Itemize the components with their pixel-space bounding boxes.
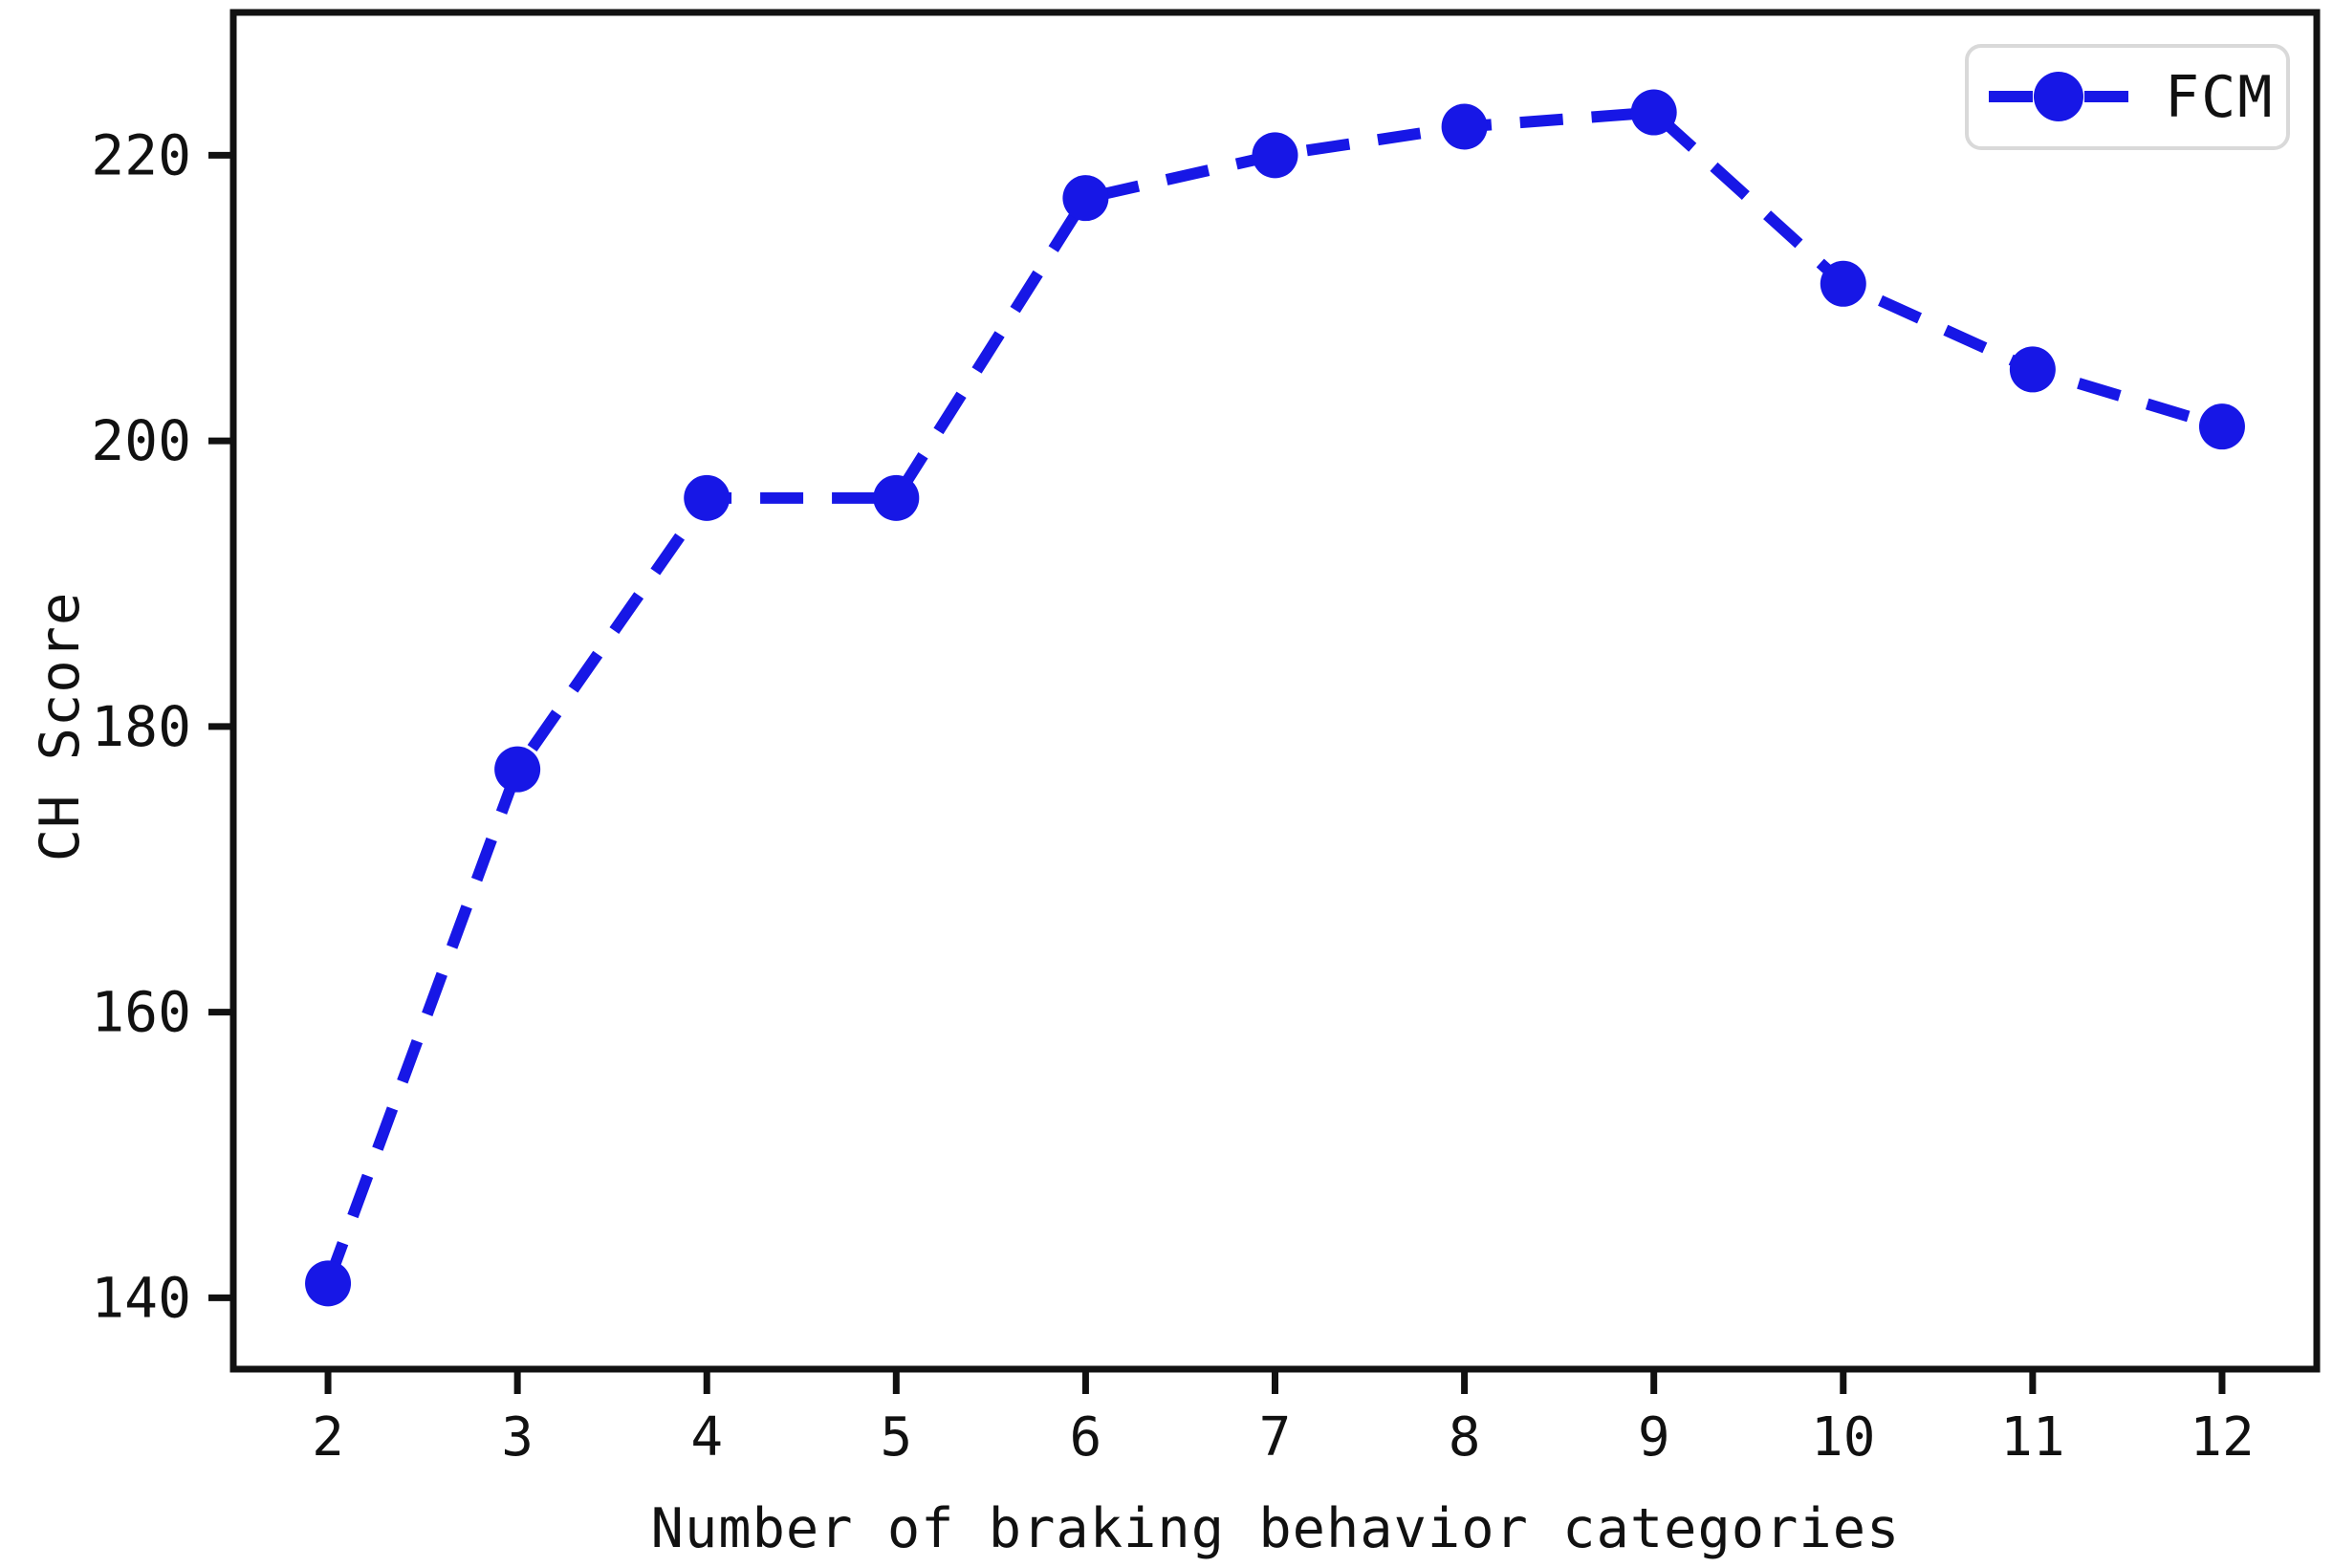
data-point-marker bbox=[305, 1260, 352, 1307]
plot-area-border bbox=[229, 9, 2321, 1373]
y-tick-label: 220 bbox=[91, 122, 191, 187]
y-tick-label: 180 bbox=[91, 694, 191, 759]
data-point-marker bbox=[1441, 103, 1488, 150]
x-axis: 2 3 4 5 6 7 8 9 10 11 12 bbox=[312, 1369, 2255, 1469]
y-axis-label: CH Score bbox=[29, 592, 92, 862]
x-tick-label: 8 bbox=[1449, 1406, 1481, 1469]
data-point-marker bbox=[2009, 346, 2056, 393]
data-point-marker bbox=[1062, 175, 1109, 222]
data-point-marker bbox=[1630, 89, 1677, 136]
legend-marker-icon bbox=[2034, 72, 2083, 121]
x-tick-label: 7 bbox=[1259, 1406, 1292, 1469]
data-point-marker bbox=[873, 474, 920, 521]
y-tick-label: 160 bbox=[91, 980, 191, 1045]
series-fcm bbox=[305, 89, 2245, 1307]
y-tick-label: 140 bbox=[91, 1265, 191, 1330]
x-tick-label: 5 bbox=[880, 1406, 912, 1469]
series-line bbox=[322, 106, 2224, 1286]
x-tick-label: 11 bbox=[2000, 1406, 2064, 1469]
legend-entry-label: FCM bbox=[2165, 64, 2274, 131]
data-point-marker bbox=[684, 474, 730, 521]
x-tick-label: 2 bbox=[312, 1406, 344, 1469]
x-tick-label: 6 bbox=[1070, 1406, 1102, 1469]
data-point-marker bbox=[1820, 260, 1866, 307]
x-tick-label: 12 bbox=[2190, 1406, 2254, 1469]
x-tick-label: 4 bbox=[690, 1406, 723, 1469]
x-tick-label: 3 bbox=[501, 1406, 534, 1469]
data-point-marker bbox=[494, 746, 541, 793]
data-point-marker bbox=[2198, 403, 2245, 450]
y-axis: 140 160 180 200 220 bbox=[91, 122, 233, 1330]
x-tick-label: 9 bbox=[1638, 1406, 1670, 1469]
y-tick-label: 200 bbox=[91, 408, 191, 473]
x-axis-label: Number of braking behavior categories bbox=[651, 1497, 1901, 1560]
x-tick-label: 10 bbox=[1811, 1406, 1875, 1469]
data-point-marker bbox=[1252, 132, 1298, 179]
legend: FCM bbox=[1965, 44, 2290, 150]
